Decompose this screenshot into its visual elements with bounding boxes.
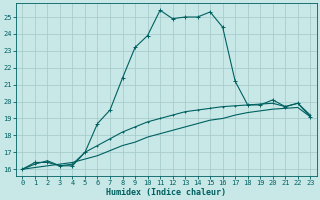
X-axis label: Humidex (Indice chaleur): Humidex (Indice chaleur) <box>106 188 226 197</box>
